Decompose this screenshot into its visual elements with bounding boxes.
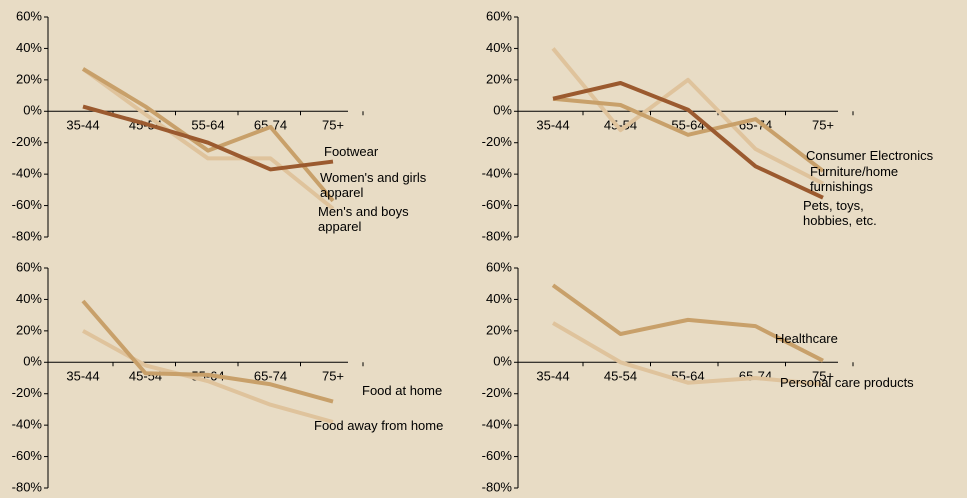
- x-tick-label: 35-44: [66, 118, 99, 133]
- series-label: Healthcare: [775, 331, 838, 346]
- y-tick-label: -20%: [482, 134, 513, 149]
- y-tick-label: 20%: [16, 71, 42, 86]
- y-tick-label: 60%: [16, 259, 42, 274]
- series-label: Footwear: [324, 144, 379, 159]
- y-tick-label: 20%: [16, 322, 42, 337]
- y-tick-label: 40%: [16, 291, 42, 306]
- y-tick-label: 0%: [493, 354, 512, 369]
- series-label: Men's and boys apparel: [318, 204, 409, 234]
- y-tick-label: -80%: [12, 479, 43, 494]
- x-tick-label: 75+: [322, 369, 344, 384]
- series-line: [81, 299, 334, 404]
- y-tick-label: 20%: [486, 322, 512, 337]
- y-tick-label: -40%: [12, 417, 43, 432]
- x-tick-label: 35-44: [536, 118, 569, 133]
- series-label: Consumer Electronics: [806, 148, 934, 163]
- x-tick-label: 35-44: [66, 369, 99, 384]
- series-label: Personal care products: [780, 375, 914, 390]
- y-tick-label: -40%: [12, 166, 43, 181]
- y-tick-label: 60%: [486, 259, 512, 274]
- y-tick-label: 40%: [486, 40, 512, 55]
- x-tick-label: 75+: [812, 118, 834, 133]
- y-tick-label: -20%: [12, 385, 43, 400]
- x-tick-label: 35-44: [536, 369, 569, 384]
- series-label: Food at home: [362, 383, 443, 398]
- series-line: [82, 104, 334, 172]
- x-tick-label: 75+: [812, 369, 834, 384]
- series-line: [552, 96, 825, 173]
- y-tick-label: -20%: [482, 385, 513, 400]
- y-tick-label: -80%: [12, 228, 43, 243]
- y-tick-label: -80%: [482, 228, 513, 243]
- series-line: [81, 67, 335, 203]
- x-tick-label: 55-64: [191, 118, 224, 133]
- y-tick-label: -60%: [12, 448, 43, 463]
- y-tick-label: -60%: [12, 197, 43, 212]
- series-label: Pets, toys, hobbies, etc.: [803, 198, 877, 228]
- series-line: [81, 67, 335, 211]
- series-line: [551, 283, 824, 363]
- x-tick-label: 45-54: [604, 369, 637, 384]
- y-tick-label: 60%: [16, 8, 42, 23]
- series-line: [551, 47, 824, 186]
- x-tick-label: 65-74: [254, 369, 287, 384]
- x-tick-label: 75+: [322, 118, 344, 133]
- y-tick-label: -40%: [482, 166, 513, 181]
- y-tick-label: 20%: [486, 71, 512, 86]
- y-tick-label: -60%: [482, 197, 513, 212]
- y-tick-label: 0%: [23, 103, 42, 118]
- y-tick-label: -20%: [12, 134, 43, 149]
- y-tick-label: 0%: [493, 103, 512, 118]
- y-tick-label: -40%: [482, 417, 513, 432]
- series-line: [552, 81, 824, 200]
- y-tick-label: -60%: [482, 448, 513, 463]
- series-line: [551, 321, 824, 387]
- y-tick-label: -80%: [482, 479, 513, 494]
- y-tick-label: 40%: [16, 40, 42, 55]
- series-label: Furniture/home furnishings: [810, 164, 899, 194]
- series-line: [82, 329, 334, 424]
- y-tick-label: 60%: [486, 8, 512, 23]
- y-tick-label: 40%: [486, 291, 512, 306]
- y-tick-label: 0%: [23, 354, 42, 369]
- x-tick-label: 55-64: [671, 118, 704, 133]
- series-label: Women's and girls apparel: [320, 170, 427, 200]
- series-label: Food away from home: [314, 418, 444, 433]
